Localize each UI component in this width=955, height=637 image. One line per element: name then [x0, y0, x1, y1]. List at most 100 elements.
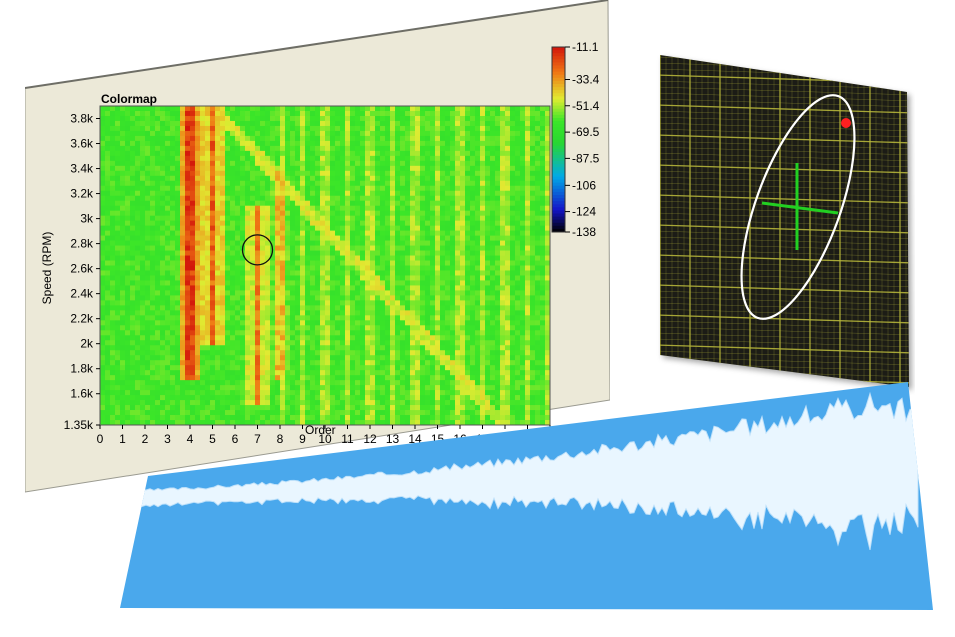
heatmap-cell: [155, 245, 161, 251]
heatmap-cell: [330, 295, 336, 301]
heatmap-cell: [325, 360, 331, 366]
heatmap-cell: [220, 375, 226, 381]
heatmap-cell: [325, 295, 331, 301]
heatmap-cell: [125, 405, 131, 411]
heatmap-cell: [250, 150, 256, 157]
heatmap-cell: [295, 295, 301, 301]
heatmap-cell: [470, 410, 476, 416]
heatmap-cell: [335, 235, 341, 241]
heatmap-cell: [110, 270, 116, 276]
heatmap-cell: [320, 355, 326, 361]
heatmap-cell: [105, 350, 111, 356]
heatmap-cell: [440, 235, 446, 241]
heatmap-cell: [445, 195, 451, 202]
heatmap-cell: [295, 360, 301, 366]
heatmap-cell: [360, 340, 366, 346]
heatmap-cell: [440, 350, 446, 356]
heatmap-cell: [245, 335, 251, 341]
heatmap-cell: [140, 140, 146, 147]
heatmap-cell: [145, 415, 151, 421]
heatmap-cell: [290, 295, 296, 301]
heatmap-cell: [475, 250, 481, 256]
heatmap-cell: [395, 395, 401, 401]
heatmap-cell: [475, 380, 481, 386]
heatmap-cell: [405, 165, 411, 172]
heatmap-cell: [340, 305, 346, 311]
heatmap-cell: [220, 280, 226, 286]
heatmap-cell: [390, 285, 396, 291]
heatmap-cell: [125, 106, 131, 112]
heatmap-cell: [215, 150, 221, 157]
heatmap-cell: [200, 115, 206, 122]
heatmap-cell: [135, 130, 141, 137]
heatmap-cell: [410, 340, 416, 346]
heatmap-cell: [145, 145, 151, 152]
heatmap-cell: [425, 290, 431, 296]
heatmap-cell: [210, 135, 216, 142]
heatmap-cell: [385, 370, 391, 376]
heatmap-cell: [480, 165, 486, 172]
heatmap-cell: [235, 330, 241, 336]
heatmap-cell: [180, 330, 186, 336]
heatmap-cell: [455, 315, 461, 321]
heatmap-cell: [205, 125, 211, 132]
heatmap-cell: [145, 200, 151, 207]
heatmap-cell: [160, 250, 166, 256]
heatmap-cell: [200, 270, 206, 276]
heatmap-cell: [190, 300, 196, 306]
heatmap-cell: [305, 240, 311, 246]
heatmap-cell: [275, 235, 281, 241]
heatmap-cell: [420, 190, 426, 197]
heatmap-cell: [110, 180, 116, 187]
heatmap-cell: [435, 250, 441, 256]
heatmap-cell: [155, 106, 161, 112]
heatmap-cell: [125, 375, 131, 381]
heatmap-cell: [260, 260, 266, 266]
heatmap-cell: [475, 235, 481, 241]
heatmap-cell: [285, 295, 291, 301]
heatmap-cell: [375, 310, 381, 316]
heatmap-cell: [340, 415, 346, 421]
heatmap-cell: [220, 395, 226, 401]
heatmap-cell: [175, 365, 181, 371]
heatmap-cell: [190, 420, 196, 426]
heatmap-cell: [275, 115, 281, 122]
heatmap-cell: [215, 275, 221, 281]
heatmap-cell: [225, 205, 231, 212]
heatmap-cell: [310, 145, 316, 152]
heatmap-cell: [195, 125, 201, 132]
heatmap-cell: [250, 305, 256, 311]
heatmap-cell: [400, 200, 406, 207]
heatmap-cell: [280, 360, 286, 366]
heatmap-cell: [265, 405, 271, 411]
heatmap-cell: [360, 110, 366, 117]
heatmap-cell: [425, 215, 431, 222]
heatmap-cell: [300, 320, 306, 326]
heatmap-cell: [435, 210, 441, 217]
heatmap-cell: [375, 315, 381, 321]
heatmap-cell: [395, 235, 401, 241]
heatmap-cell: [315, 355, 321, 361]
heatmap-cell: [125, 155, 131, 162]
heatmap-cell: [305, 285, 311, 291]
heatmap-cell: [430, 240, 436, 246]
heatmap-cell: [330, 135, 336, 142]
heatmap-cell: [430, 370, 436, 376]
heatmap-cell: [410, 345, 416, 351]
heatmap-cell: [425, 115, 431, 122]
heatmap-cell: [220, 340, 226, 346]
heatmap-cell: [285, 355, 291, 361]
heatmap-cell: [460, 200, 466, 207]
heatmap-cell: [190, 285, 196, 291]
heatmap-cell: [175, 320, 181, 326]
heatmap-cell: [425, 345, 431, 351]
heatmap-cell: [230, 405, 236, 411]
heatmap-cell: [420, 410, 426, 416]
heatmap-cell: [125, 285, 131, 291]
heatmap-cell: [365, 310, 371, 316]
heatmap-cell: [225, 375, 231, 381]
heatmap-cell: [245, 210, 251, 217]
heatmap-cell: [125, 170, 131, 177]
heatmap-cell: [250, 415, 256, 421]
heatmap-cell: [405, 210, 411, 217]
